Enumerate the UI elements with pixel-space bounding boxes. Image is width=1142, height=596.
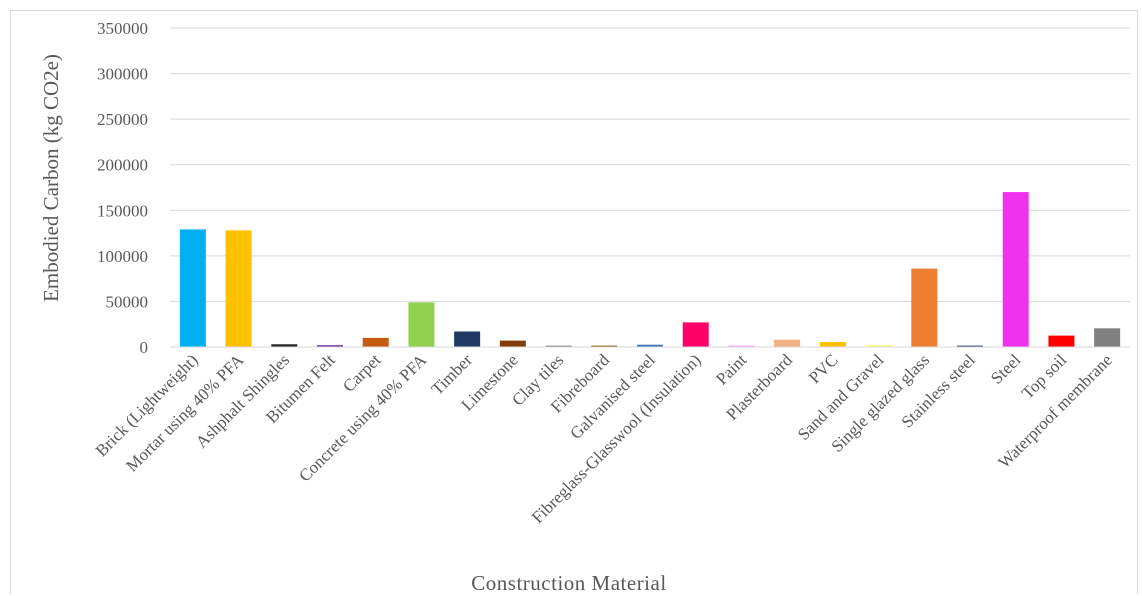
x-tick-label: Fibreglass-Glasswool (Insulation) <box>528 350 705 527</box>
gridlines <box>170 27 1130 302</box>
x-tick-label: Steel <box>987 350 1025 388</box>
bar <box>637 344 663 347</box>
bar <box>865 345 892 347</box>
bar <box>545 345 572 348</box>
bar <box>591 345 618 348</box>
bar <box>1048 335 1075 347</box>
bar <box>271 344 298 347</box>
bars <box>179 192 1121 348</box>
bar <box>408 302 435 347</box>
bar <box>362 337 389 347</box>
y-tick-label: 150000 <box>97 201 148 220</box>
y-tick-label: 300000 <box>97 65 148 84</box>
y-tick-label: 50000 <box>106 292 149 311</box>
bar <box>957 345 983 348</box>
y-axis-ticks: 0 50000 100000 150000 200000 250000 300000 3500… <box>97 19 148 357</box>
y-axis-label: Embodied Carbon (kg CO2e) <box>39 54 63 302</box>
bar <box>1002 192 1029 347</box>
bar <box>774 339 801 347</box>
y-tick-label: 0 <box>140 338 149 357</box>
bar <box>225 230 252 347</box>
bar <box>179 229 206 347</box>
x-axis-ticks: Brick (Lightweight)Mortar using 40% PFAA… <box>92 350 1116 527</box>
bar <box>911 268 938 347</box>
bar <box>499 340 526 347</box>
bar <box>1094 328 1121 347</box>
bar <box>682 322 709 347</box>
x-tick-label: Paint <box>712 350 750 388</box>
bar <box>317 345 343 347</box>
y-tick-label: 200000 <box>97 156 148 175</box>
bar <box>454 331 481 347</box>
x-tick-label: PVC <box>805 350 842 387</box>
y-tick-label: 350000 <box>97 19 148 38</box>
bar <box>728 345 755 348</box>
y-tick-label: 250000 <box>97 110 148 129</box>
y-tick-label: 100000 <box>97 247 148 266</box>
bar <box>819 341 846 347</box>
x-axis-label: Construction Material <box>471 571 666 595</box>
